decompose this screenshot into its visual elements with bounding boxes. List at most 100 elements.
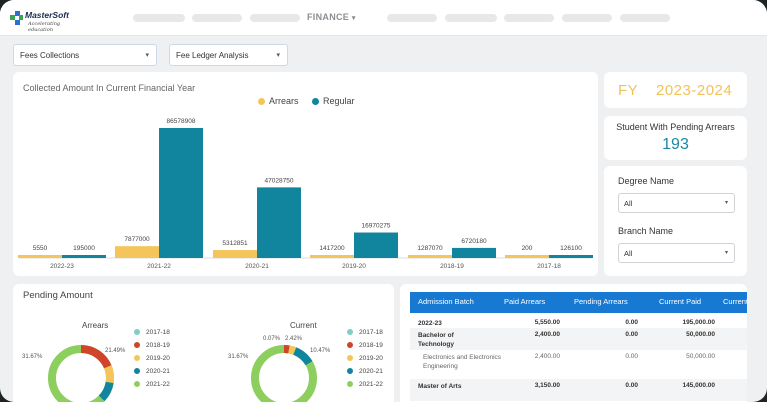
mastersoft-logo[interactable]: MasterSoft Accelerating education — [10, 8, 80, 33]
report-type-select[interactable]: Fees Collections ▾ — [13, 44, 157, 66]
bar-arrears-2018-19[interactable] — [408, 255, 452, 258]
menu-item-placeholder[interactable] — [445, 14, 497, 22]
arrears-percent-right: 21.49% — [105, 348, 126, 354]
table-row[interactable]: 2022-23 5,550.00 0.00 195,000.00 — [410, 316, 747, 328]
menu-item-placeholder[interactable] — [250, 14, 300, 22]
legend-item-2021-22[interactable]: 2021-22 — [134, 381, 170, 388]
legend-label-arrears: Arrears — [269, 96, 299, 106]
legend-item-2020-21[interactable]: 2020-21 — [134, 368, 170, 375]
current-percent-left: 31.67% — [228, 354, 249, 360]
column-header-admission-batch[interactable]: Admission Batch — [418, 297, 474, 306]
x-tick-label: 2019-20 — [342, 263, 366, 270]
table-row[interactable]: Master of Arts 3,150.00 0.00 145,000.00 — [410, 379, 747, 401]
bar-arrears-2022-23[interactable] — [18, 255, 62, 258]
current-percent-top1: 0.07% — [263, 336, 281, 342]
bar-data-label: 47028750 — [265, 177, 294, 184]
chevron-down-icon: ▾ — [276, 52, 280, 59]
donut-slice-2018-19[interactable] — [48, 345, 114, 402]
bar-data-label: 1417200 — [319, 245, 345, 252]
cell-pending-arrears: 0.00 — [625, 331, 638, 338]
legend-item-2021-22[interactable]: 2021-22 — [347, 381, 383, 388]
financial-year-card: FY 2023-2024 — [604, 72, 747, 108]
fy-value: 2023-2024 — [656, 82, 733, 99]
chevron-down-icon: ▾ — [351, 15, 356, 22]
admission-batch-table: Admission Batch Paid Arrears Pending Arr… — [400, 284, 747, 402]
pending-arrears-card: Student With Pending Arrears 193 — [604, 116, 747, 160]
legend-regular[interactable]: Regular — [312, 96, 355, 106]
column-header-current[interactable]: Current — [723, 297, 747, 306]
legend-swatch — [134, 342, 140, 349]
degree-name-value: All — [624, 199, 633, 208]
branch-name-select[interactable]: All ▾ — [618, 243, 735, 263]
x-tick-label: 2018-19 — [440, 263, 464, 270]
arrears-donut-chart — [48, 345, 114, 402]
legend-item-2018-19[interactable]: 2018-19 — [347, 342, 383, 349]
analysis-type-select[interactable]: Fee Ledger Analysis ▾ — [169, 44, 288, 66]
legend-swatch — [347, 368, 353, 375]
legend-item-2019-20[interactable]: 2019-20 — [134, 355, 170, 362]
cell-current-paid: 50,000.00 — [686, 331, 715, 338]
legend-label: 2017-18 — [146, 329, 170, 336]
table-row[interactable]: Electronics and Electronics Engineering 2… — [410, 350, 747, 379]
bar-regular-2022-23[interactable] — [62, 255, 106, 258]
branch-name-value: All — [624, 249, 633, 258]
current-percent-right: 10.47% — [310, 348, 331, 354]
donut-slice-2018-19[interactable] — [251, 345, 317, 402]
bar-arrears-2017-18[interactable] — [505, 255, 549, 258]
chevron-down-icon: ▾ — [724, 250, 728, 256]
cell-current-paid: 50,000.00 — [686, 353, 715, 360]
bar-arrears-2021-22[interactable] — [115, 246, 159, 258]
menu-item-finance[interactable]: FINANCE ▾ — [307, 12, 356, 22]
bar-data-label: 6720180 — [461, 238, 487, 245]
degree-name-select[interactable]: All ▾ — [618, 193, 735, 213]
cell-admission-batch: Master of Arts — [418, 383, 462, 390]
menu-item-placeholder[interactable] — [192, 14, 242, 22]
bar-regular-2019-20[interactable] — [354, 232, 398, 258]
donut-slice-2019-20[interactable] — [48, 345, 114, 402]
bar-data-label: 5312851 — [222, 240, 248, 247]
bar-regular-2020-21[interactable] — [257, 187, 301, 258]
degree-name-label: Degree Name — [618, 176, 675, 186]
cell-pending-arrears: 0.00 — [625, 353, 638, 360]
cell-admission-batch: Bachelor of Technology — [418, 332, 454, 348]
analysis-type-value: Fee Ledger Analysis — [176, 51, 249, 60]
legend-item-2017-18[interactable]: 2017-18 — [347, 329, 383, 336]
arrears-donut-title: Arrears — [82, 321, 109, 330]
bar-arrears-2020-21[interactable] — [213, 250, 257, 258]
bar-regular-2017-18[interactable] — [549, 255, 593, 258]
x-tick-label: 2017-18 — [537, 263, 561, 270]
legend-label: 2021-22 — [359, 381, 383, 388]
column-header-paid-arrears[interactable]: Paid Arrears — [504, 297, 546, 306]
legend-arrears[interactable]: Arrears — [258, 96, 299, 106]
legend-swatch — [347, 329, 353, 336]
column-header-pending-arrears[interactable]: Pending Arrears — [574, 297, 628, 306]
legend-item-2019-20[interactable]: 2019-20 — [347, 355, 383, 362]
menu-item-placeholder[interactable] — [504, 14, 554, 22]
legend-item-2020-21[interactable]: 2020-21 — [347, 368, 383, 375]
legend-swatch — [134, 368, 140, 375]
current-donut-chart — [251, 345, 317, 402]
current-donut-title: Current — [290, 321, 317, 330]
menu-item-placeholder[interactable] — [387, 14, 437, 22]
side-filter-card: Degree Name All ▾ Branch Name All ▾ — [604, 166, 747, 276]
legend-swatch — [134, 355, 140, 362]
menu-item-placeholder[interactable] — [133, 14, 185, 22]
branch-name-label: Branch Name — [618, 226, 674, 236]
x-tick-label: 2021-22 — [147, 263, 171, 270]
menu-item-placeholder[interactable] — [620, 14, 670, 22]
bar-data-label: 200 — [522, 245, 533, 252]
bar-regular-2021-22[interactable] — [159, 128, 203, 258]
pending-arrears-title: Student With Pending Arrears — [616, 122, 735, 132]
bar-regular-2018-19[interactable] — [452, 247, 496, 258]
legend-item-2017-18[interactable]: 2017-18 — [134, 329, 170, 336]
legend-item-2018-19[interactable]: 2018-19 — [134, 342, 170, 349]
cell-paid-arrears: 2,400.00 — [534, 353, 560, 360]
logo-tagline: Accelerating education — [28, 21, 61, 33]
table-row[interactable]: Bachelor of Technology 2,400.00 0.00 50,000… — [410, 328, 747, 350]
legend-swatch-regular — [312, 98, 319, 106]
legend-label: 2017-18 — [359, 329, 383, 336]
cell-current-paid: 145,000.00 — [682, 382, 715, 389]
column-header-current-paid[interactable]: Current Paid — [659, 297, 702, 306]
bar-arrears-2019-20[interactable] — [310, 255, 354, 258]
menu-item-placeholder[interactable] — [562, 14, 612, 22]
